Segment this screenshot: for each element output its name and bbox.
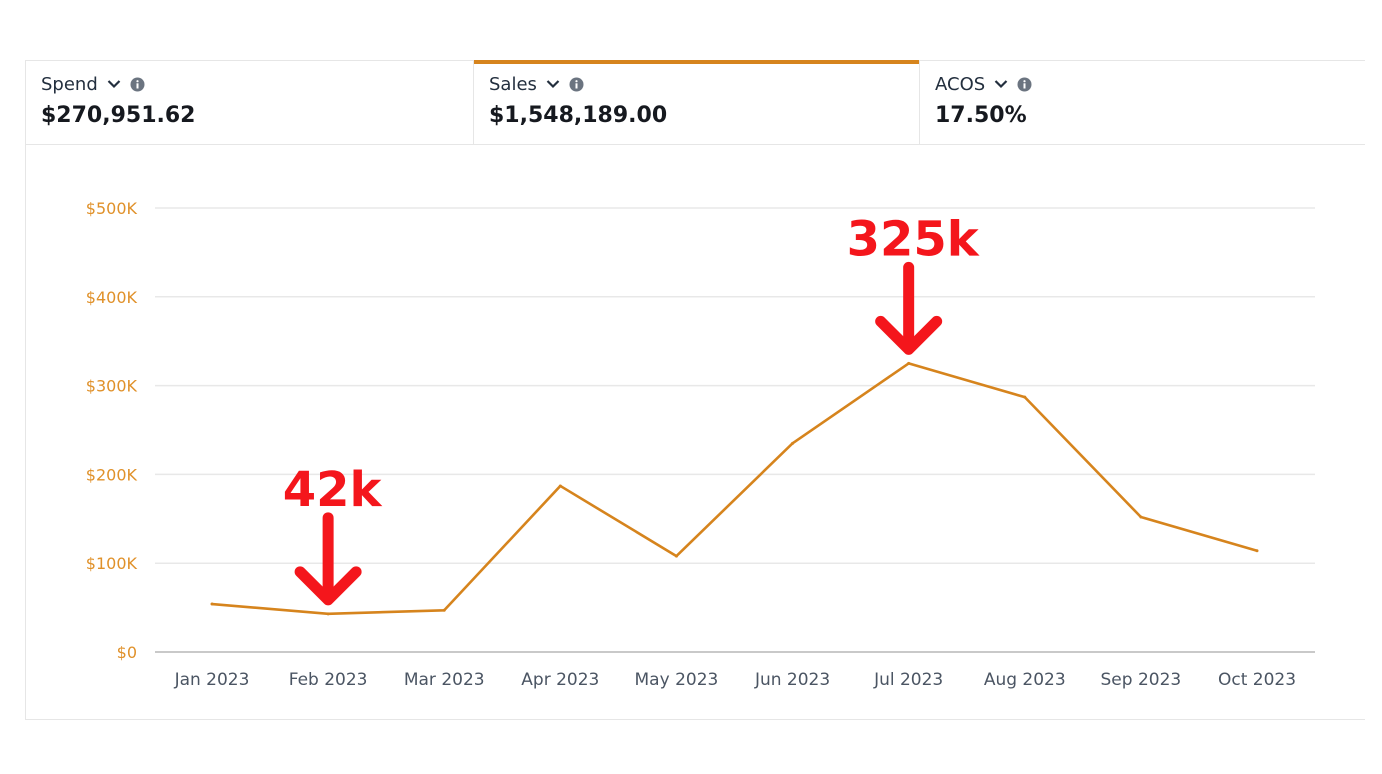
data-point xyxy=(1023,395,1027,399)
annotation-label: 42k xyxy=(283,462,383,518)
metric-tab-acos[interactable]: ACOS 17.50% xyxy=(920,61,1366,144)
data-point xyxy=(210,602,214,606)
metric-tab-label: Spend xyxy=(41,73,98,95)
y-tick-label: $500K xyxy=(86,199,138,218)
x-tick-label: Oct 2023 xyxy=(1218,670,1296,690)
x-tick-label: Jul 2023 xyxy=(873,670,943,690)
x-tick-label: Jun 2023 xyxy=(754,670,830,690)
x-tick-label: Aug 2023 xyxy=(984,670,1066,690)
metric-tab-label: ACOS xyxy=(935,73,986,95)
y-tick-label: $400K xyxy=(86,288,138,307)
x-tick-label: Mar 2023 xyxy=(404,670,485,690)
y-tick-label: $0 xyxy=(117,643,137,662)
data-point xyxy=(326,612,330,616)
sales-series-line xyxy=(211,362,1258,616)
data-point xyxy=(442,608,446,612)
chevron-down-icon[interactable] xyxy=(106,76,122,92)
metric-value: $1,548,189.00 xyxy=(489,103,668,128)
metric-value: $270,951.62 xyxy=(41,103,196,128)
data-point xyxy=(907,361,911,365)
data-point xyxy=(558,484,562,488)
info-icon[interactable] xyxy=(130,77,145,92)
y-tick-label: $100K xyxy=(86,554,138,573)
x-tick-label: Sep 2023 xyxy=(1101,670,1182,690)
x-tick-label: Jan 2023 xyxy=(174,670,250,690)
data-point xyxy=(674,554,678,558)
x-tick-label: May 2023 xyxy=(635,670,719,690)
y-tick-label: $200K xyxy=(86,465,138,484)
metric-tab-label: Sales xyxy=(489,73,537,95)
chevron-down-icon[interactable] xyxy=(545,76,561,92)
sales-chart-panel: Spend $270,951.62 Sales $1,548,18 xyxy=(25,60,1365,720)
x-tick-label: Apr 2023 xyxy=(521,670,599,690)
annotation-arrow-head xyxy=(875,315,943,355)
metric-value: 17.50% xyxy=(935,103,1027,128)
chevron-down-icon[interactable] xyxy=(993,76,1009,92)
metric-tab-spend[interactable]: Spend $270,951.62 xyxy=(26,61,473,144)
data-point xyxy=(1139,515,1143,519)
annotation-label: 325k xyxy=(847,211,980,267)
metric-tab-sales[interactable]: Sales $1,548,189.00 xyxy=(473,60,920,144)
data-point xyxy=(791,441,795,445)
info-icon[interactable] xyxy=(1017,77,1032,92)
y-tick-label: $300K xyxy=(86,377,138,396)
annotation-arrow-head xyxy=(294,566,362,606)
data-point xyxy=(1255,549,1259,553)
metric-tabs: Spend $270,951.62 Sales $1,548,18 xyxy=(26,60,1366,145)
x-tick-label: Feb 2023 xyxy=(289,670,368,690)
info-icon[interactable] xyxy=(569,77,584,92)
